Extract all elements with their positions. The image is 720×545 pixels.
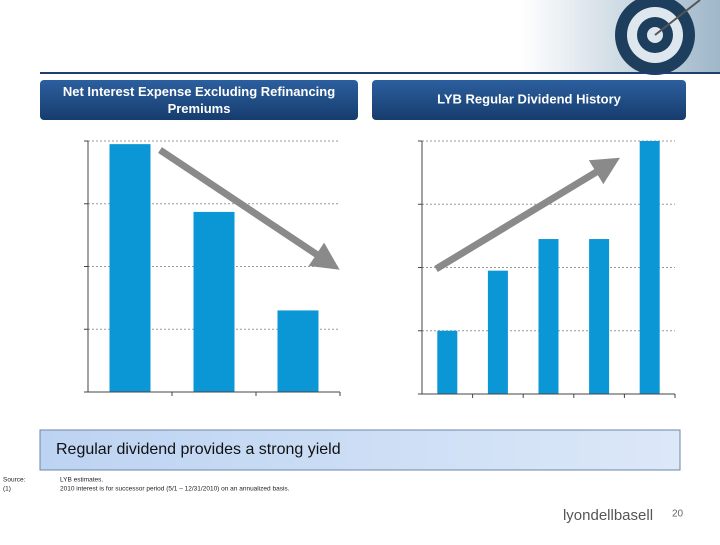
target-icon (615, 0, 701, 75)
bar (538, 239, 559, 394)
charts (84, 140, 676, 398)
bar (109, 144, 151, 392)
bar (589, 239, 610, 394)
bar (277, 310, 319, 392)
source-label: Source: (3, 477, 26, 484)
chart-header-box (372, 80, 686, 120)
bar (437, 330, 458, 394)
page-number: 20 (672, 509, 684, 520)
chart-title: Net Interest Expense Excluding Refinanci… (62, 84, 336, 116)
trend-arrow (158, 147, 340, 270)
footnote-label: (1) (3, 486, 11, 493)
trend-arrow (434, 157, 620, 272)
chart-title: LYB Regular Dividend History (437, 91, 621, 106)
callout-box (39, 429, 681, 471)
footnote-text: 2010 interest is for successor period (5… (60, 486, 290, 493)
bar (639, 141, 660, 394)
logo: lyondellbasell (563, 507, 653, 524)
chart-title-box: Net Interest Expense Excluding Refinanci… (62, 84, 336, 116)
bar (487, 270, 508, 394)
callout-text: Regular dividend provides a strong yield (56, 441, 341, 458)
source-text: LYB estimates. (60, 477, 103, 484)
chart-header-box (40, 80, 358, 120)
bar (193, 211, 235, 392)
